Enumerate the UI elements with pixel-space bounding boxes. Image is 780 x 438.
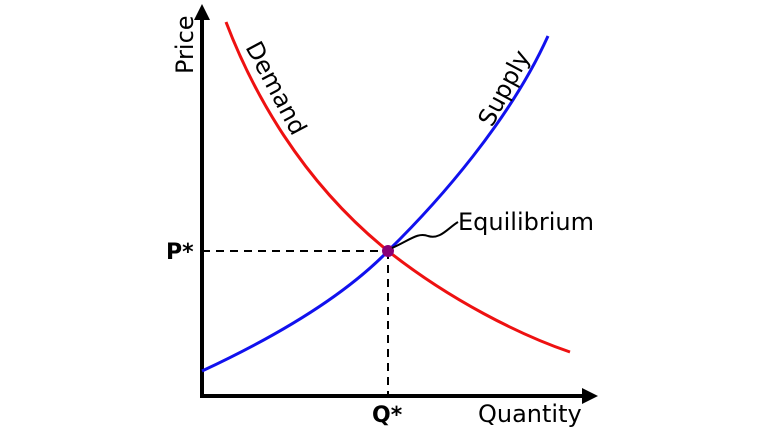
x-axis-arrow-icon <box>582 388 598 404</box>
equilibrium-point <box>382 245 394 257</box>
quantity-star-label: Q* <box>372 403 403 428</box>
supply-label: Supply <box>473 45 536 130</box>
x-axis-label: Quantity <box>478 400 582 428</box>
equilibrium-callout-line <box>391 221 459 249</box>
price-star-label: P* <box>166 240 194 265</box>
equilibrium-label: Equilibrium <box>458 208 594 236</box>
y-axis-arrow-icon <box>194 4 210 20</box>
y-axis-label: Price <box>171 15 199 74</box>
